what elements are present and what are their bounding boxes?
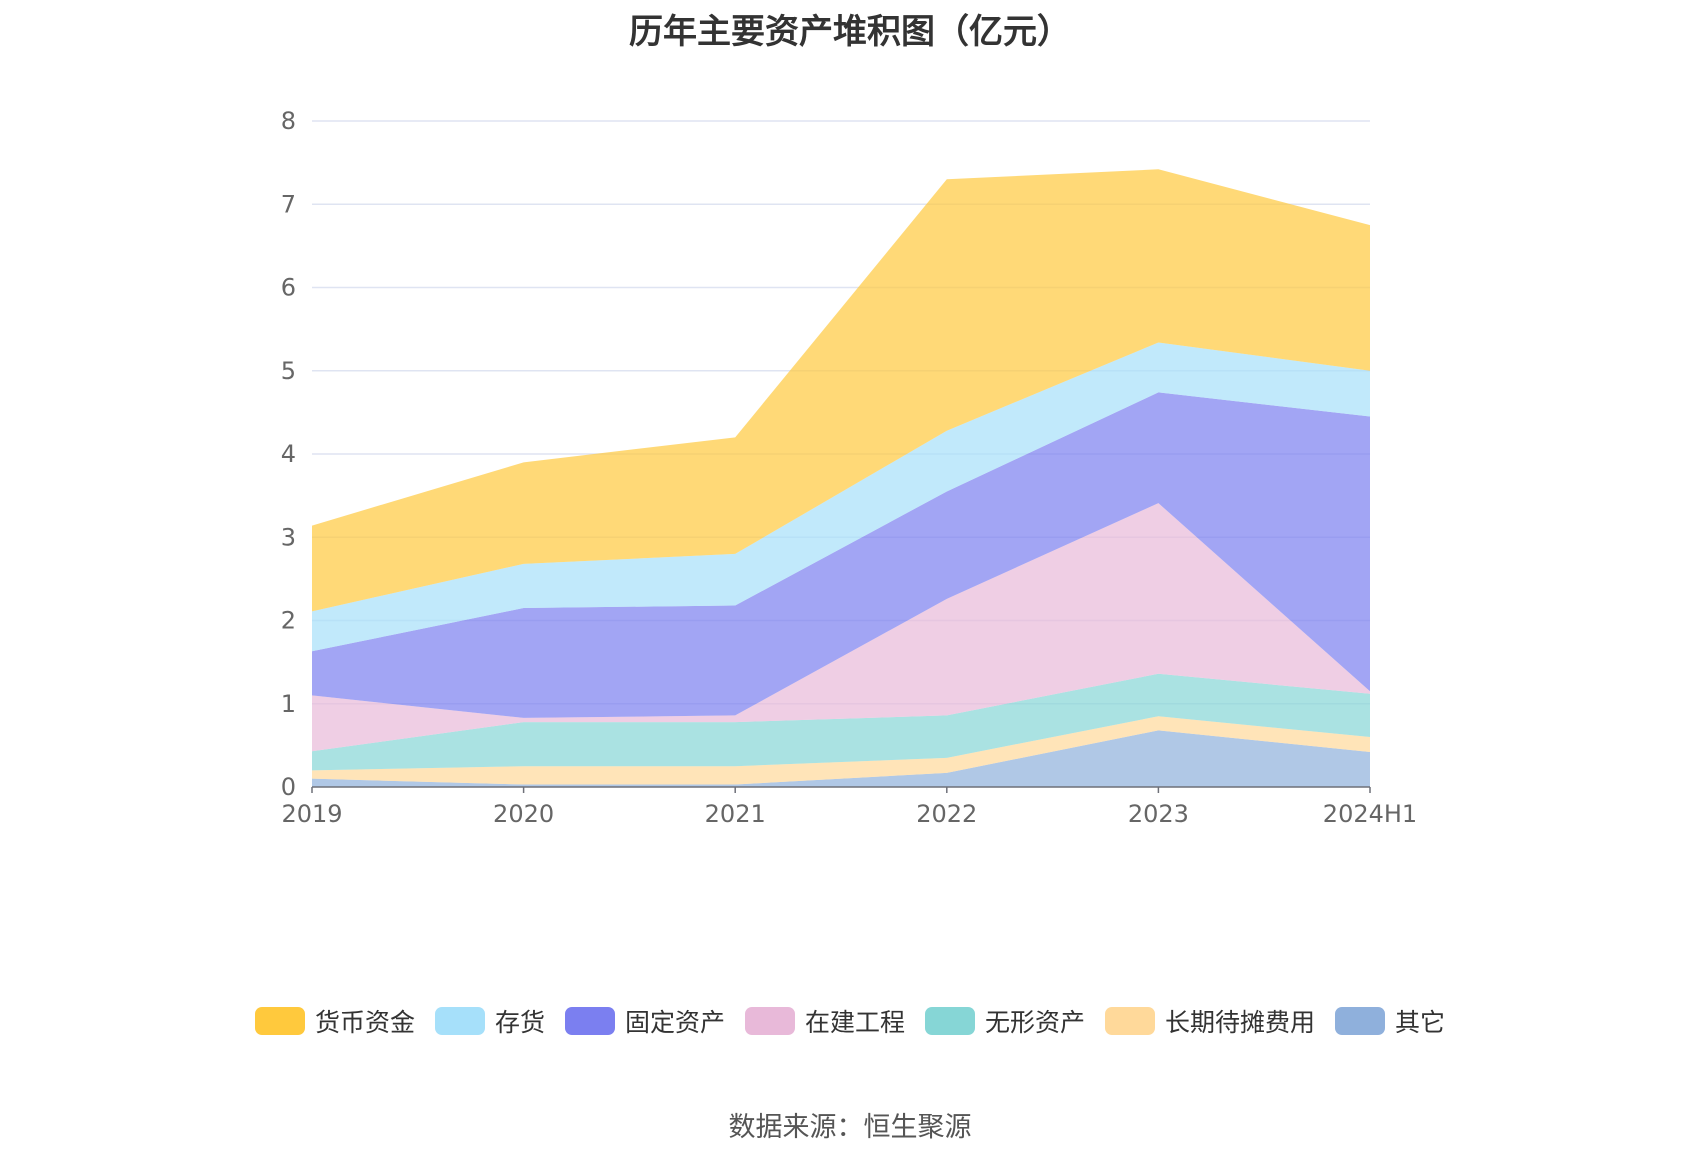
legend-swatch: [254, 1007, 305, 1035]
y-tick-label: 3: [281, 523, 296, 551]
area-series: [312, 169, 1370, 787]
legend-item[interactable]: 长期待摊费用: [1105, 1003, 1315, 1039]
stacked-area-chart: 0 1 2 3 4 5 6 7 8 2019 2020 2021 2022 2023 2024H1: [281, 107, 1417, 828]
area-货币资金: [312, 169, 1370, 612]
area-在建工程: [312, 503, 1370, 752]
legend-item[interactable]: 无形资产: [925, 1003, 1085, 1039]
area-长期待摊费用: [312, 716, 1370, 785]
legend-swatch: [1105, 1007, 1156, 1035]
x-tick-label: 2023: [1128, 800, 1189, 828]
legend-swatch: [564, 1007, 615, 1035]
y-tick-label: 2: [281, 607, 296, 635]
legend-label: 其它: [1395, 1008, 1446, 1037]
x-tick-label: 2019: [281, 800, 342, 828]
legend-item[interactable]: 在建工程: [744, 1003, 905, 1039]
legend-label: 无形资产: [985, 1008, 1086, 1037]
legend-label: 在建工程: [804, 1008, 905, 1037]
legend-swatch: [1335, 1007, 1386, 1035]
y-tick-label: 7: [281, 190, 296, 218]
legend-swatch: [744, 1007, 795, 1035]
area-无形资产: [312, 673, 1370, 771]
y-tick-label: 8: [281, 107, 296, 135]
legend-label: 货币资金: [314, 1008, 415, 1037]
legend-item[interactable]: 货币资金: [254, 1003, 415, 1039]
legend-item[interactable]: 存货: [434, 1003, 545, 1039]
x-tick-label: 2020: [493, 800, 554, 828]
area-存货: [312, 342, 1370, 652]
area-固定资产: [312, 392, 1370, 718]
data-source-note: 数据来源：恒生聚源: [728, 1112, 972, 1143]
x-tick-label: 2021: [705, 800, 766, 828]
chart-title: 历年主要资产堆积图（亿元）: [629, 12, 1071, 52]
axes: 0 1 2 3 4 5 6 7 8 2019 2020 2021 2022 2023 2024H1: [281, 107, 1417, 828]
legend: 货币资金 存货 固定资产 在建工程 无形资产 长期待摊费用 其它: [0, 1003, 1700, 1039]
legend-swatch: [434, 1007, 485, 1035]
x-tick-label: 2024H1: [1323, 800, 1417, 828]
legend-label: 存货: [494, 1008, 545, 1037]
legend-swatch: [925, 1007, 975, 1035]
y-tick-label: 4: [281, 440, 296, 468]
y-tick-label: 6: [281, 274, 296, 302]
x-tick-label: 2022: [916, 800, 977, 828]
legend-label: 长期待摊费用: [1165, 1008, 1316, 1037]
y-tick-label: 5: [281, 357, 296, 385]
legend-item[interactable]: 固定资产: [564, 1003, 725, 1039]
legend-item[interactable]: 其它: [1335, 1003, 1445, 1039]
y-tick-label: 1: [281, 690, 296, 718]
area-其它: [312, 730, 1370, 787]
y-tick-label: 0: [281, 773, 296, 801]
legend-label: 固定资产: [624, 1008, 725, 1037]
